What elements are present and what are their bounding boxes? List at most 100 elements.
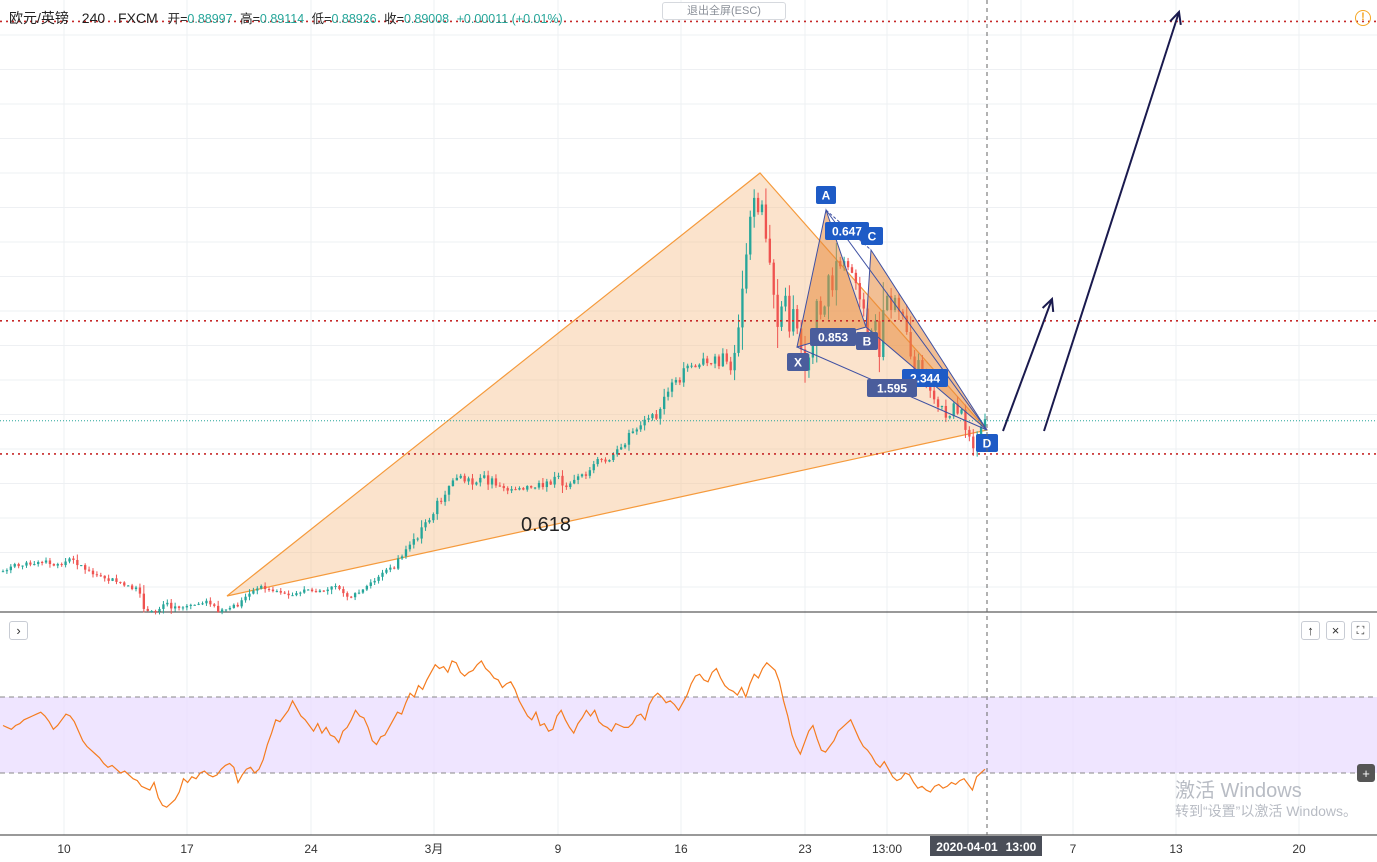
grid <box>0 0 1377 836</box>
rsi-series <box>2 659 986 808</box>
candle-183 <box>717 356 721 367</box>
candle-164 <box>643 419 646 426</box>
candle-152 <box>596 459 599 465</box>
open-label: 开= <box>167 12 188 26</box>
label-c-bg <box>861 227 883 245</box>
candle-23 <box>91 570 95 575</box>
candle-144 <box>565 485 568 488</box>
label-b-text: B <box>863 334 872 348</box>
candle-239 <box>936 399 940 407</box>
candle-105 <box>412 539 415 545</box>
candle-4 <box>17 564 20 567</box>
candle-196 <box>768 238 771 263</box>
candle-87 <box>342 589 345 594</box>
candle-155 <box>608 460 611 462</box>
candle-3 <box>13 564 16 567</box>
arrow-second-target-head <box>1169 9 1182 26</box>
candle-21 <box>83 565 87 570</box>
candle-185 <box>725 353 728 362</box>
candle-154 <box>604 459 607 462</box>
open-value: 0.88997 <box>187 12 233 26</box>
candle-178 <box>698 364 701 368</box>
candle-32 <box>127 585 130 587</box>
crosshair-date-text: 2020-04-01 <box>936 840 998 854</box>
candle-146 <box>573 479 576 484</box>
candle-30 <box>119 581 122 583</box>
x-tick-2: 24 <box>304 842 318 856</box>
candle-22 <box>87 569 91 571</box>
add-scale-button[interactable]: + <box>1357 764 1375 782</box>
candle-93 <box>365 585 369 590</box>
interval: 240 <box>81 10 106 26</box>
candle-167 <box>655 414 658 419</box>
crosshair-time-text: 13:00 <box>1006 840 1037 854</box>
candle-175 <box>686 365 689 369</box>
candle-51 <box>201 603 204 605</box>
candle-78 <box>306 589 310 591</box>
candle-71 <box>279 591 282 593</box>
symbol-name[interactable]: 欧元/英镑 <box>9 10 69 26</box>
candle-198 <box>776 294 779 327</box>
candle-123 <box>483 475 486 478</box>
rsi-band <box>0 696 1377 774</box>
activation-watermark-subtitle: 转到“设置”以激活 Windows。 <box>1175 803 1358 819</box>
candle-243 <box>952 403 955 417</box>
rsi-line <box>2 659 986 808</box>
candle-199 <box>780 306 783 327</box>
candle-176 <box>690 365 693 367</box>
close-icon[interactable]: × <box>1326 621 1345 640</box>
maximize-icon[interactable]: ⛶ <box>1351 621 1370 640</box>
candle-138 <box>541 482 545 488</box>
exclamation-circle-icon[interactable]: ! <box>1355 10 1371 26</box>
candle-149 <box>584 474 588 476</box>
candle-67 <box>263 585 267 590</box>
activation-watermark-title: 激活 Windows <box>1175 780 1302 802</box>
close-value: 0.89008 <box>403 12 450 26</box>
exit-fullscreen-button[interactable]: 退出全屏(ESC) <box>662 2 786 20</box>
candle-65 <box>256 588 259 591</box>
candle-63 <box>248 593 251 597</box>
candle-181 <box>709 363 713 365</box>
candle-48 <box>189 604 192 606</box>
candle-31 <box>123 582 126 586</box>
candle-134 <box>526 486 529 490</box>
candle-158 <box>619 447 623 450</box>
candle-26 <box>103 575 106 579</box>
move-up-icon[interactable]: ↑ <box>1301 621 1320 640</box>
candle-49 <box>193 604 196 606</box>
label-a: A <box>816 186 836 204</box>
candle-191 <box>749 216 752 255</box>
candle-132 <box>518 488 521 490</box>
label-ratio-ab-bg <box>825 222 869 240</box>
chart-legend-header: 欧元/英镑 240 FXCM 开=0.88997 高=0.89114 低=0.8… <box>9 8 563 28</box>
candle-1 <box>5 570 9 572</box>
candle-244 <box>956 403 959 414</box>
candle-186 <box>729 361 732 371</box>
candle-166 <box>651 414 654 419</box>
candle-124 <box>486 475 490 485</box>
label-ratio-xb-text: 0.853 <box>818 330 848 344</box>
candle-2 <box>9 566 12 571</box>
candle-161 <box>631 431 635 433</box>
candle-156 <box>612 454 615 461</box>
candle-66 <box>260 585 263 589</box>
candle-128 <box>502 486 505 489</box>
candle-10 <box>40 562 44 564</box>
candle-95 <box>373 580 376 583</box>
candle-173 <box>678 379 682 383</box>
candle-76 <box>299 592 302 594</box>
candle-116 <box>455 477 459 481</box>
candle-88 <box>346 593 349 597</box>
label-ratio-618: 0.618 <box>521 514 571 536</box>
candle-20 <box>80 565 83 567</box>
candle-189 <box>741 288 744 328</box>
candle-194 <box>760 204 764 213</box>
candle-114 <box>447 486 451 495</box>
candle-94 <box>369 582 372 586</box>
candle-251 <box>983 419 987 427</box>
candle-157 <box>616 449 619 455</box>
candle-246 <box>964 409 967 430</box>
collapse-panel-button[interactable]: › <box>9 621 28 640</box>
